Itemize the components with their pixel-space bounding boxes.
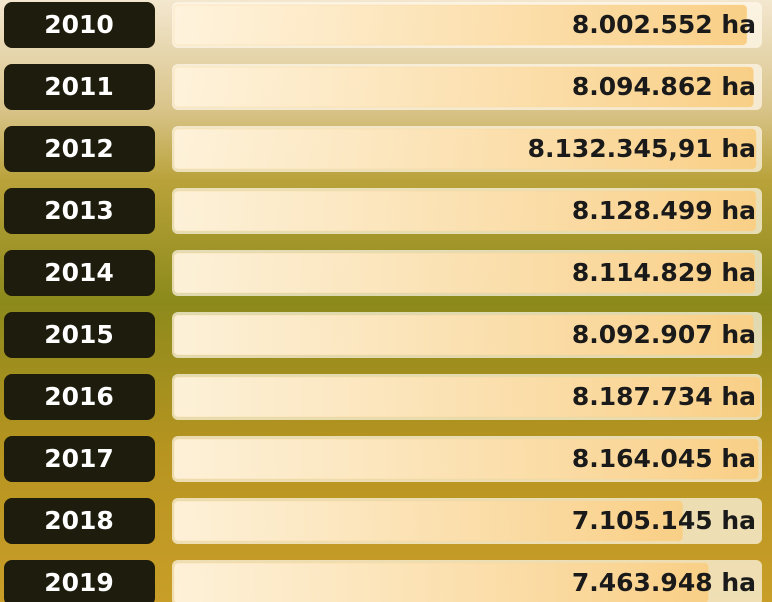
value-label: 8.132.345,91 ha <box>528 134 756 163</box>
year-label: 2018 <box>44 506 114 535</box>
year-label: 2012 <box>44 134 114 163</box>
value-label: 8.002.552 ha <box>572 10 756 39</box>
year-label: 2010 <box>44 10 114 39</box>
value-label: 8.164.045 ha <box>572 444 756 473</box>
value-label: 7.105.145 ha <box>572 506 756 535</box>
value-label: 8.094.862 ha <box>572 72 756 101</box>
year-label: 2017 <box>44 444 114 473</box>
value-label: 8.114.829 ha <box>572 258 756 287</box>
year-label: 2011 <box>44 72 114 101</box>
value-label: 8.128.499 ha <box>572 196 756 225</box>
year-label: 2015 <box>44 320 114 349</box>
year-label: 2019 <box>44 568 114 597</box>
value-label: 7.463.948 ha <box>572 568 756 597</box>
value-label: 8.187.734 ha <box>572 382 756 411</box>
value-label: 8.092.907 ha <box>572 320 756 349</box>
year-label: 2016 <box>44 382 114 411</box>
year-label: 2014 <box>44 258 114 287</box>
chart: 2010 8.002.552 ha 2011 8.094.862 ha 2012 8.13… <box>0 0 772 602</box>
year-label: 2013 <box>44 196 114 225</box>
